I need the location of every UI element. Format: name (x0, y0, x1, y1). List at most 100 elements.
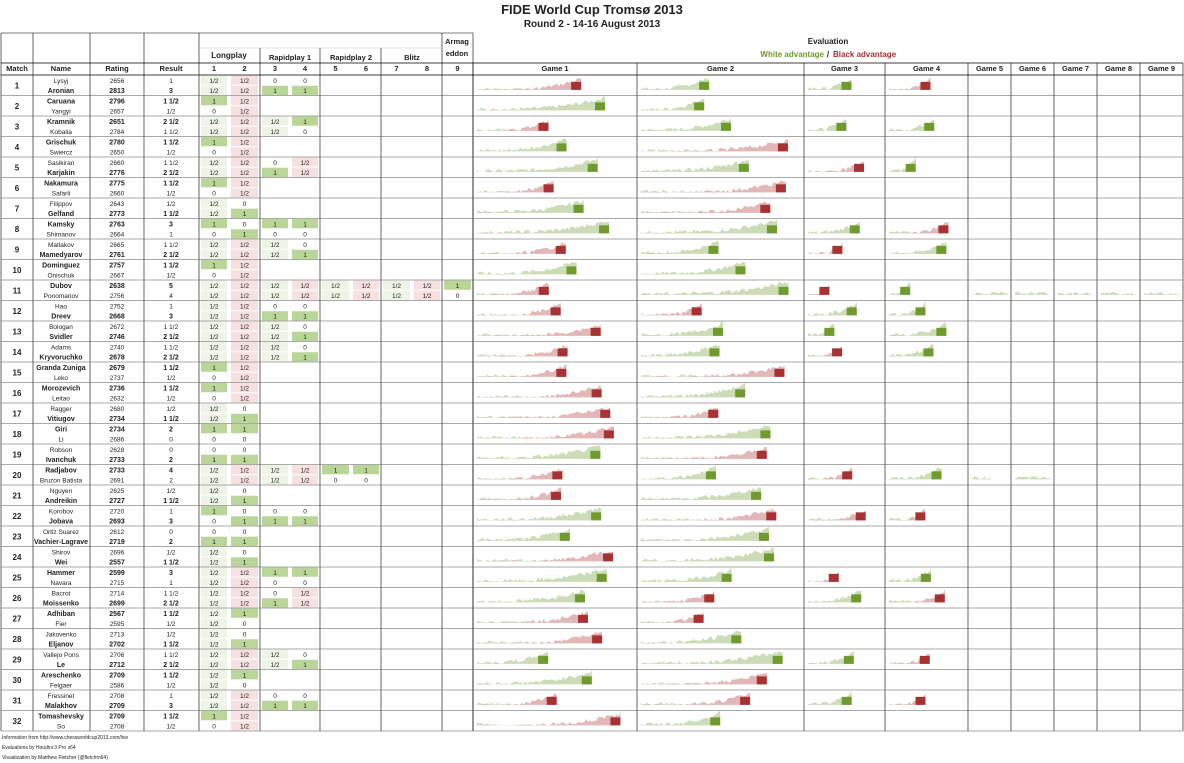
game-cell (262, 352, 288, 362)
player-name: Lysyj (54, 78, 69, 85)
eval-white-area (477, 128, 549, 131)
eval-decisive-block (841, 696, 852, 705)
eval-white-area (889, 661, 930, 664)
eval-white-area (477, 87, 582, 90)
player-result: 1 1/2 (164, 590, 179, 597)
eval-black-area (641, 612, 704, 623)
player-rating: 2761 (109, 252, 125, 259)
game-score: 1/2 (209, 324, 218, 331)
player-name: Wei (55, 560, 67, 567)
game-score: 1/2 (209, 683, 218, 690)
game-score: 0 (303, 580, 307, 587)
eval-black-area (889, 130, 935, 131)
player-rating: 2678 (109, 355, 125, 362)
player-result: 2 1/2 (163, 355, 179, 362)
eval-decisive-block (595, 102, 606, 111)
game-score: 1/2 (300, 170, 309, 177)
eval-game-header-7: Game 7 (1062, 64, 1089, 73)
eval-decisive-block (920, 573, 931, 582)
game-cell (292, 321, 318, 331)
eval-black-area (477, 693, 557, 705)
evaluation-header: Evaluation (808, 37, 849, 46)
eval-decisive-block (705, 471, 716, 480)
game-cell (201, 198, 227, 208)
player-name: Vitiugov (47, 416, 75, 423)
game-cell (231, 598, 258, 608)
game-score: 1 (303, 334, 307, 341)
eval-decisive-block (603, 430, 614, 439)
player-rating: 2709 (109, 672, 125, 679)
eval-white-area (889, 230, 949, 234)
game-score: 1/2 (209, 242, 218, 249)
eval-decisive-block (938, 225, 949, 234)
game-cell (292, 229, 318, 239)
group-header-armageddon-1: Armag (445, 37, 469, 46)
game-score: 0 (243, 508, 247, 515)
eval-white-area (889, 600, 945, 603)
game-cell (292, 352, 318, 362)
player-rating: 2727 (109, 498, 125, 505)
match-number: 11 (13, 286, 22, 295)
game-score: 1 (212, 508, 216, 515)
game-score: 0 (273, 160, 277, 167)
game-cell (292, 690, 318, 700)
game-cell (201, 208, 227, 218)
game-score: 1/2 (240, 570, 249, 577)
game-score: 1/2 (361, 293, 370, 300)
eval-decisive-block (775, 184, 786, 193)
game-score: 0 (364, 478, 368, 485)
eval-black-area (477, 282, 549, 295)
game-score: 1 (273, 221, 277, 228)
player-result: 1 1/2 (164, 324, 179, 331)
eval-decisive-block (590, 450, 601, 459)
player-result: 1/2 (166, 488, 175, 495)
player-result: 1/2 (166, 683, 175, 690)
eval-game-header-6: Game 6 (1019, 64, 1046, 73)
game-cell (353, 290, 379, 300)
game-score: 1/2 (209, 488, 218, 495)
game-score: 1/2 (270, 252, 279, 259)
eval-decisive-block (731, 635, 742, 644)
game-cell (201, 485, 227, 495)
game-score: 1/2 (300, 160, 309, 167)
player-result: 1 1/2 (164, 652, 179, 659)
game-score: 1 (212, 713, 216, 720)
game-score: 1 (243, 642, 247, 649)
eval-white-area (477, 436, 614, 439)
game-score: 1/2 (240, 170, 249, 177)
eval-decisive-block (819, 286, 830, 295)
footer-line: Evaluations by Houdini 3 Pro x64 (2, 745, 76, 751)
player-result: 1/2 (166, 375, 175, 382)
game-score: 1/2 (361, 283, 370, 290)
game-cell (231, 721, 258, 731)
player-name: Adams (51, 344, 72, 351)
eval-decisive-block (936, 245, 947, 254)
player-name: Dominguez (42, 262, 80, 269)
match-number: 30 (13, 676, 22, 685)
game-cell (262, 290, 288, 300)
eval-white-area (477, 702, 557, 705)
game-cell (231, 219, 258, 229)
game-cell (231, 280, 258, 290)
legend-black-advantage: Black advantage (833, 50, 897, 59)
eval-decisive-block (556, 368, 567, 377)
game-cell (262, 342, 288, 352)
game-cell (262, 659, 288, 669)
game-cell (231, 700, 258, 710)
game-score: 1/2 (270, 478, 279, 485)
player-name: Ivanchuk (46, 457, 76, 464)
eval-decisive-block (905, 163, 916, 172)
group-header-3: Blitz (404, 53, 420, 62)
game-score: 1/2 (209, 416, 218, 423)
eval-white-area (477, 507, 602, 521)
player-result: 1 1/2 (163, 98, 179, 105)
eval-decisive-block (832, 348, 843, 357)
player-name: Svidler (49, 334, 73, 341)
eval-decisive-block (923, 348, 934, 357)
player-name: Ragger (50, 406, 72, 413)
game-score: 0 (273, 580, 277, 587)
game-cell (201, 557, 227, 567)
game-cell (231, 536, 258, 546)
game-score: 1/2 (209, 314, 218, 321)
eval-white-area (1015, 476, 1050, 480)
